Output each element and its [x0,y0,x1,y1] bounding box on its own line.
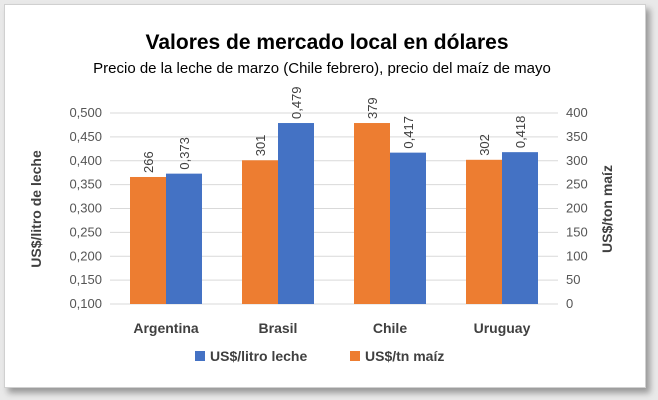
y2-tick-label: 350 [566,129,588,144]
y-tick-label: 0,450 [69,129,102,144]
y-tick-label: 0,150 [69,272,102,287]
bar-leche [390,152,426,304]
category-label: Chile [373,320,407,336]
data-label-maiz: 379 [365,97,380,119]
category-label: Argentina [133,320,199,336]
chart-subtitle: Precio de la leche de marzo (Chile febre… [93,60,551,77]
y2-tick-label: 50 [566,272,580,287]
bar-leche [502,152,538,304]
bars [130,123,538,304]
y2-tick-label: 150 [566,224,588,239]
y2-tick-label: 100 [566,248,588,263]
y2-tick-label: 0 [566,296,573,311]
bar-maiz [130,176,166,304]
legend: US$/litro leche US$/tn maíz [195,348,444,364]
y-axis-left: 0,100 0,150 0,200 0,250 0,300 0,350 0,400 0,450… [69,105,102,311]
y2-tick-label: 250 [566,177,588,192]
y-tick-label: 0,350 [69,177,102,192]
legend-label: US$/tn maíz [365,348,444,364]
bar-leche [166,173,202,304]
y-axis-title: US$/litro de leche [28,150,44,268]
data-label-maiz: 302 [477,134,492,156]
data-label-leche: 0,373 [177,137,192,170]
y-tick-label: 0,200 [69,248,102,263]
data-label-leche: 0,479 [289,86,304,119]
bar-maiz [466,159,502,304]
y-axis-right: 0 50 100 150 200 250 300 350 400 [566,105,588,311]
y-tick-label: 0,400 [69,153,102,168]
data-label-leche: 0,417 [401,116,416,149]
y-tick-label: 0,500 [69,105,102,120]
data-labels: 266 0,373 301 0,479 379 0,417 302 0,418 [141,86,528,173]
y-tick-label: 0,100 [69,296,102,311]
y2-axis-title: US$/ton maíz [599,165,615,253]
bar-maiz [354,123,390,304]
data-label-maiz: 301 [253,135,268,157]
chart-card [4,4,646,388]
x-axis: Argentina Brasil Chile Uruguay [133,320,530,336]
chart-title: Valores de mercado local en dólares [146,31,509,54]
y2-tick-label: 400 [566,105,588,120]
data-label-maiz: 266 [141,151,156,173]
bar-maiz [242,160,278,304]
bar-leche [278,123,314,304]
category-label: Brasil [259,320,298,336]
y-tick-label: 0,250 [69,224,102,239]
data-label-leche: 0,418 [513,116,528,149]
legend-swatch [350,351,360,361]
category-label: Uruguay [474,320,531,336]
legend-label: US$/litro leche [210,348,307,364]
y2-tick-label: 200 [566,201,588,216]
y-tick-label: 0,300 [69,201,102,216]
y2-tick-label: 300 [566,153,588,168]
legend-swatch [195,351,205,361]
